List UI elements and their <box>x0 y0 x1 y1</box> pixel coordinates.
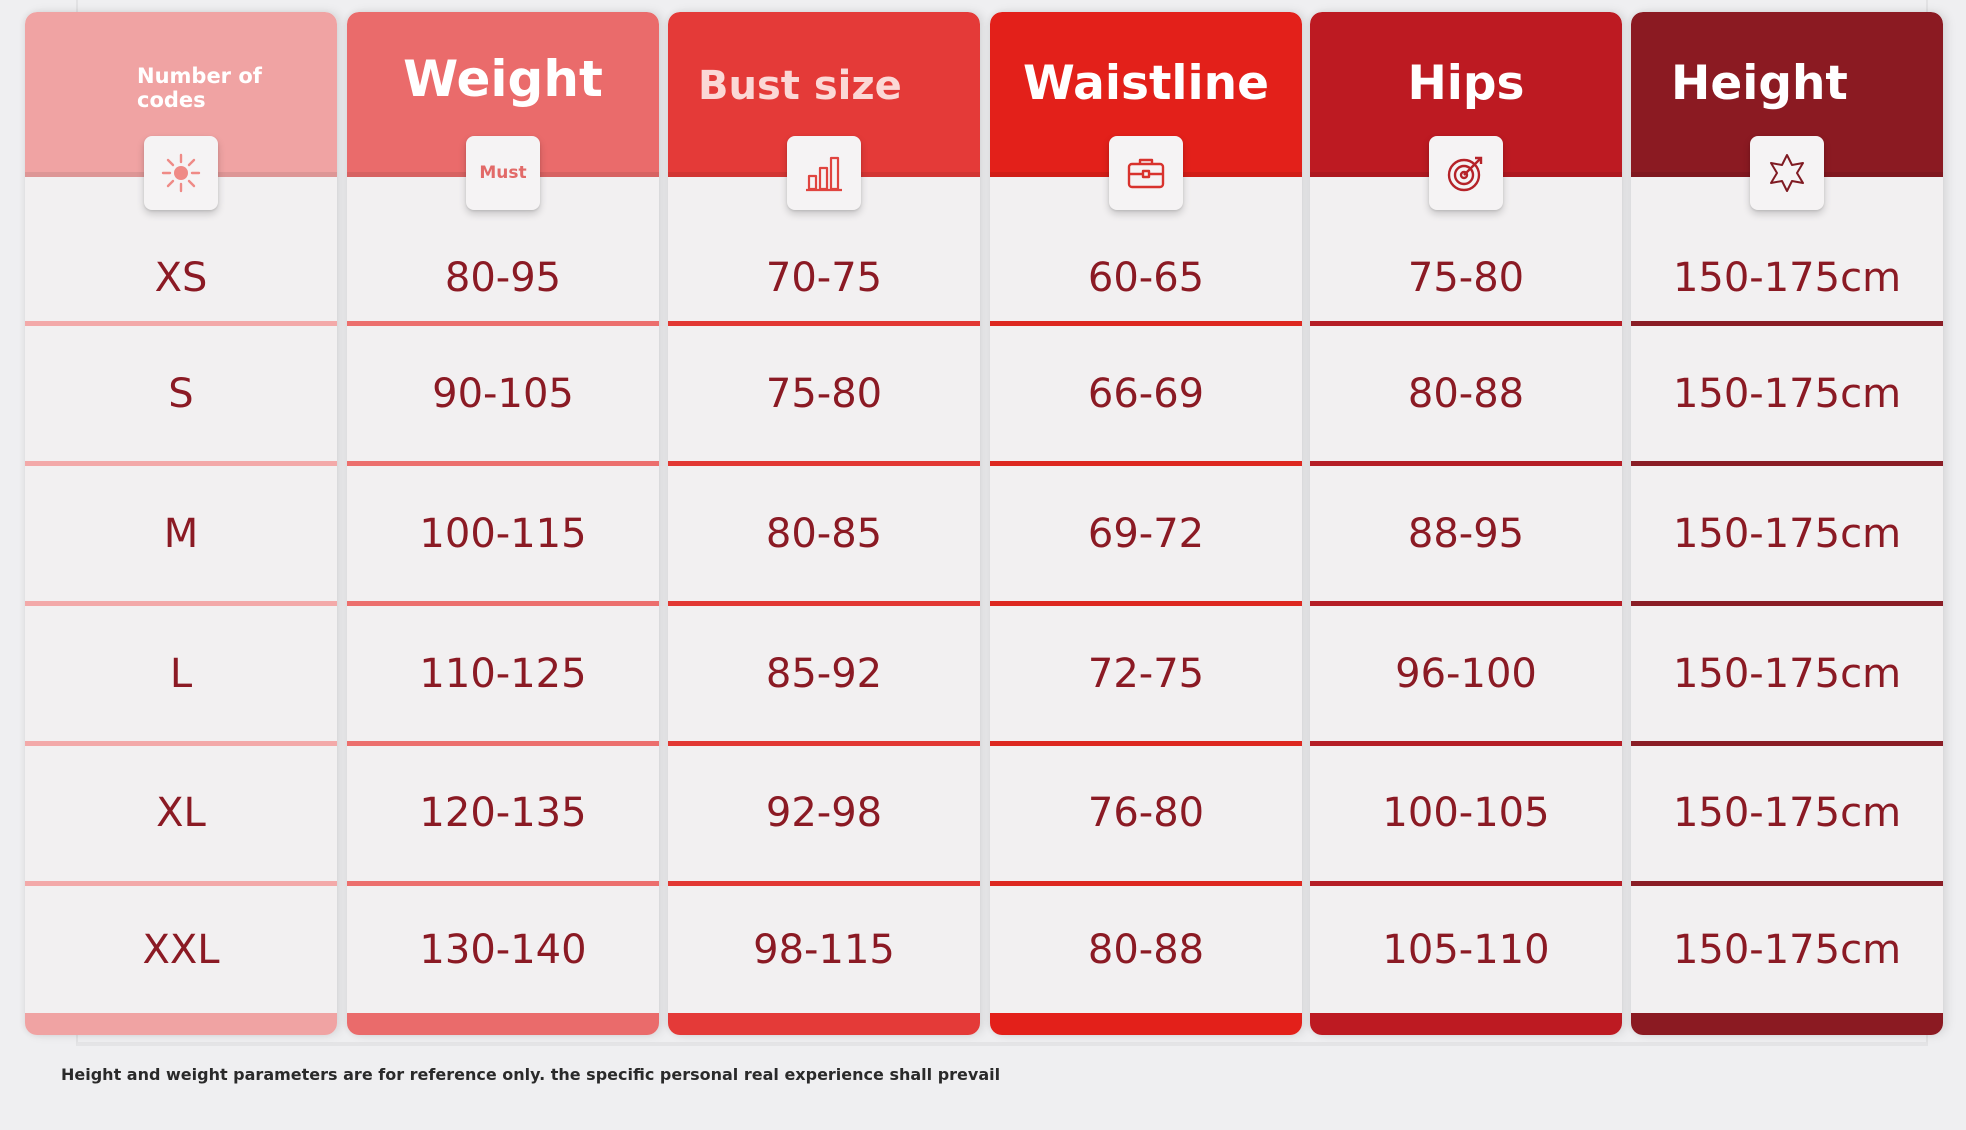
row-divider <box>668 881 980 886</box>
column-title: Height <box>1671 56 1848 111</box>
row-divider <box>668 741 980 746</box>
table-cell: 75-80 <box>765 371 883 417</box>
column-footer-bar <box>1310 1013 1622 1035</box>
table-cell: 110-125 <box>419 651 587 697</box>
row-divider <box>347 741 659 746</box>
table-cell: L <box>169 651 193 697</box>
table-cell: 60-65 <box>1087 255 1205 301</box>
table-cell: 100-115 <box>419 511 587 557</box>
table-cell: 150-175cm <box>1672 511 1902 557</box>
column-title: Weight <box>403 50 603 108</box>
table-cell: 80-85 <box>765 511 883 557</box>
row-divider <box>25 461 337 466</box>
row-divider <box>25 321 337 326</box>
sun-icon <box>144 136 218 210</box>
briefcase-icon <box>1109 136 1183 210</box>
table-cell: 150-175cm <box>1672 790 1902 836</box>
table-cell: XXL <box>142 927 220 973</box>
table-cell: 150-175cm <box>1672 371 1902 417</box>
row-divider <box>990 601 1302 606</box>
column-header: Height <box>1631 12 1943 177</box>
row-divider <box>347 461 659 466</box>
column-weight: Weight Must 80-95 90-105 100-115 110-125… <box>347 12 659 1035</box>
row-divider <box>1631 461 1943 466</box>
table-cell: 69-72 <box>1087 511 1205 557</box>
row-divider <box>25 601 337 606</box>
table-cell: 70-75 <box>765 255 883 301</box>
row-divider <box>1310 461 1622 466</box>
table-cell: 96-100 <box>1395 651 1537 697</box>
row-divider <box>1631 601 1943 606</box>
column-hips: Hips 75-80 80-88 88-95 96-100 100-105 10… <box>1310 12 1622 1035</box>
row-divider <box>1631 881 1943 886</box>
column-title: Hips <box>1407 56 1525 111</box>
table-cell: 150-175cm <box>1672 651 1902 697</box>
table-cell: S <box>168 371 194 417</box>
table-cell: 80-95 <box>444 255 562 301</box>
column-waistline: Waistline 60-65 66-69 69-72 72-75 76-80 … <box>990 12 1302 1035</box>
row-divider <box>347 881 659 886</box>
row-divider <box>990 321 1302 326</box>
column-footer-bar <box>347 1013 659 1035</box>
column-title: Waistline <box>1023 56 1269 111</box>
target-icon <box>1429 136 1503 210</box>
row-divider <box>347 321 659 326</box>
row-divider <box>668 461 980 466</box>
column-footer-bar <box>668 1013 980 1035</box>
star-badge-icon <box>1750 136 1824 210</box>
table-cell: 98-115 <box>753 927 895 973</box>
table-cell: 75-80 <box>1407 255 1525 301</box>
column-bust-size: Bust size 70-75 75-80 80-85 85-92 92-98 … <box>668 12 980 1035</box>
table-cell: 92-98 <box>765 790 883 836</box>
column-title: Bust size <box>698 63 902 109</box>
must-label: Must <box>479 163 527 183</box>
column-size-code: Number of codes XS S M L XL XXL <box>25 12 337 1035</box>
table-cell: 80-88 <box>1407 371 1525 417</box>
row-divider <box>1310 741 1622 746</box>
row-divider <box>1631 741 1943 746</box>
table-cell: 150-175cm <box>1672 927 1902 973</box>
table-cell: M <box>163 511 199 557</box>
row-divider <box>1310 321 1622 326</box>
column-footer-bar <box>25 1013 337 1035</box>
column-title: Number of codes <box>137 64 262 113</box>
table-cell: 76-80 <box>1087 790 1205 836</box>
column-header: Bust size <box>668 12 980 177</box>
row-divider <box>1310 881 1622 886</box>
row-divider <box>668 321 980 326</box>
table-cell: 80-88 <box>1087 927 1205 973</box>
table-cell: XL <box>156 790 206 836</box>
table-cell: 130-140 <box>419 927 587 973</box>
column-header: Waistline <box>990 12 1302 177</box>
row-divider <box>990 881 1302 886</box>
table-cell: 88-95 <box>1407 511 1525 557</box>
row-divider <box>990 461 1302 466</box>
table-cell: 72-75 <box>1087 651 1205 697</box>
table-cell: 150-175cm <box>1672 255 1902 301</box>
row-divider <box>25 881 337 886</box>
column-footer-bar <box>1631 1013 1943 1035</box>
row-divider <box>1631 321 1943 326</box>
table-cell: XS <box>154 255 208 301</box>
row-divider <box>25 741 337 746</box>
row-divider <box>668 601 980 606</box>
row-divider <box>1310 601 1622 606</box>
table-cell: 66-69 <box>1087 371 1205 417</box>
footnote: Height and weight parameters are for ref… <box>61 1065 1001 1084</box>
row-divider <box>347 601 659 606</box>
bar-chart-icon <box>787 136 861 210</box>
column-height: Height 150-175cm 150-175cm 150-175cm 150… <box>1631 12 1943 1035</box>
table-cell: 120-135 <box>419 790 587 836</box>
column-header: Hips <box>1310 12 1622 177</box>
row-divider <box>990 741 1302 746</box>
table-cell: 105-110 <box>1382 927 1550 973</box>
column-footer-bar <box>990 1013 1302 1035</box>
table-cell: 90-105 <box>432 371 574 417</box>
table-cell: 100-105 <box>1382 790 1550 836</box>
must-icon: Must <box>466 136 540 210</box>
table-cell: 85-92 <box>765 651 883 697</box>
